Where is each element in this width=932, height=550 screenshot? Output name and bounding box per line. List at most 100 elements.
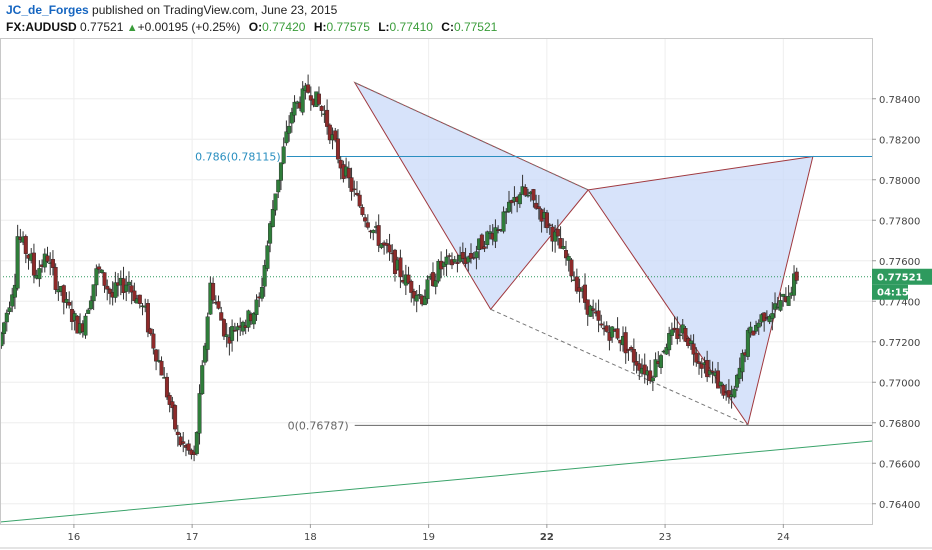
y-tick-label: 0.78000 xyxy=(879,176,920,187)
candle-up xyxy=(718,381,723,387)
open-value: 0.77420 xyxy=(262,20,306,34)
candle-up xyxy=(289,112,294,124)
candle-down xyxy=(53,267,58,290)
candle-down xyxy=(360,207,365,215)
candle-up xyxy=(197,393,202,434)
candle-up xyxy=(735,374,740,388)
y-tick-label: 0.77400 xyxy=(879,297,920,308)
candle-up xyxy=(650,377,655,382)
up-arrow-icon: ▲ xyxy=(126,22,138,34)
candle-down xyxy=(186,443,191,451)
candle-down xyxy=(721,384,726,396)
candle-down xyxy=(555,228,560,237)
candle-down xyxy=(705,359,710,378)
chart-header: JC_de_Forges published on TradingView.co… xyxy=(6,2,497,37)
candle-down xyxy=(406,274,411,284)
countdown-tag: 04:15 xyxy=(877,288,909,299)
drawing-lines xyxy=(0,155,873,523)
candle-up xyxy=(224,334,229,337)
candle-up xyxy=(667,333,672,351)
candle-down xyxy=(159,360,164,376)
candle-up xyxy=(466,256,471,263)
candle-down xyxy=(596,310,601,321)
candle-up xyxy=(707,370,712,375)
candle-down xyxy=(137,294,142,304)
candle-up xyxy=(517,194,522,205)
support-trendline xyxy=(0,440,873,523)
candle-down xyxy=(398,257,403,278)
pattern-triangle-bcd xyxy=(587,155,814,426)
candle-up xyxy=(493,227,498,242)
candle-up xyxy=(756,322,761,328)
candle-down xyxy=(430,272,435,287)
candle-down xyxy=(325,109,330,127)
candle-down xyxy=(129,285,134,293)
y-tick-label: 0.76800 xyxy=(879,419,920,430)
candle-down xyxy=(726,390,731,398)
candle-down xyxy=(308,95,313,101)
candle-down xyxy=(583,284,588,303)
candle-up xyxy=(770,313,775,319)
candle-up xyxy=(525,194,530,197)
candle-up xyxy=(270,209,275,227)
candle-up xyxy=(474,251,479,259)
candle-up xyxy=(506,201,511,212)
candle-down xyxy=(145,303,150,333)
candle-down xyxy=(50,258,55,268)
high-value: 0.77575 xyxy=(326,20,370,34)
candle-down xyxy=(716,370,721,389)
candle-up xyxy=(425,279,430,300)
candle-up xyxy=(205,316,210,350)
candle-up xyxy=(786,295,791,306)
candle-down xyxy=(45,255,50,262)
author-link[interactable]: JC_de_Forges xyxy=(6,3,89,17)
candle-up xyxy=(265,245,270,269)
candle-down xyxy=(564,250,569,259)
candle-up xyxy=(284,131,289,144)
candle-down xyxy=(338,159,343,169)
candle-up xyxy=(504,211,509,213)
candle-down xyxy=(642,364,647,375)
y-tick-label: 0.77600 xyxy=(879,257,920,268)
candle-down xyxy=(67,302,72,306)
candle-down xyxy=(591,308,596,311)
candle-up xyxy=(417,294,422,296)
y-tick-label: 0.77200 xyxy=(879,338,920,349)
candle-down xyxy=(629,347,634,350)
candle-down xyxy=(623,332,628,354)
candle-up xyxy=(610,326,615,338)
candle-down xyxy=(31,252,36,276)
candle-up xyxy=(292,101,297,116)
candle-up xyxy=(433,280,438,287)
candle-up xyxy=(487,231,492,234)
candle-down xyxy=(349,177,354,192)
candle-up xyxy=(10,294,15,307)
candle-up xyxy=(268,223,273,244)
candle-down xyxy=(536,206,541,210)
candle-down xyxy=(710,370,715,373)
candle-up xyxy=(501,211,506,232)
candle-up xyxy=(436,260,441,282)
candle-down xyxy=(132,290,137,302)
candle-up xyxy=(792,273,797,296)
candle-up xyxy=(83,315,88,336)
price-tag: 0.77521 xyxy=(877,273,923,284)
candle-down xyxy=(675,328,680,339)
candle-up xyxy=(379,243,384,248)
candle-down xyxy=(762,312,767,322)
candle-down xyxy=(102,272,107,286)
candle-down xyxy=(534,202,539,209)
symbol-label[interactable]: FX:AUDUSD xyxy=(6,20,77,34)
candle-down xyxy=(148,328,153,334)
candle-down xyxy=(544,212,549,229)
candle-down xyxy=(634,361,639,366)
y-tick-label: 0.77800 xyxy=(879,216,920,227)
candle-down xyxy=(365,222,370,228)
y-tick-label: 0.78200 xyxy=(879,135,920,146)
publish-line: JC_de_Forges published on TradingView.co… xyxy=(6,2,497,19)
candle-down xyxy=(468,253,473,259)
candle-up xyxy=(0,333,4,347)
y-tick-label: 0.76600 xyxy=(879,459,920,470)
x-tick-label: 24 xyxy=(777,532,790,543)
